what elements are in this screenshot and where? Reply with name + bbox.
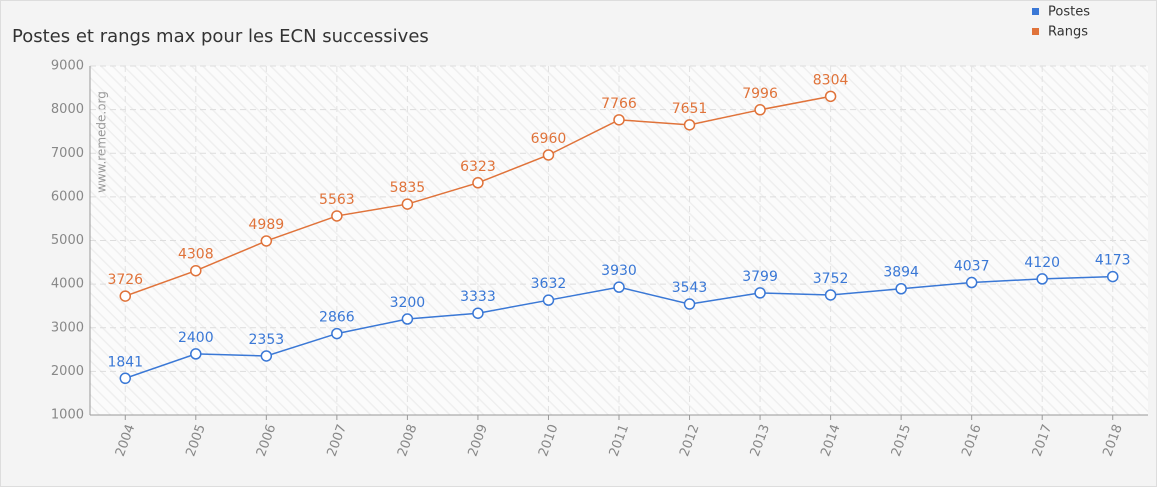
value-label: 7766 [601,96,637,112]
value-label: 3930 [601,263,637,279]
point [472,177,484,189]
watermark: www.remede.org [95,91,109,193]
y-tick-label: 4000 [51,277,84,292]
y-tick-label: 3000 [51,320,84,335]
point [260,235,273,247]
point [754,287,766,299]
point [613,114,625,126]
value-label: 3632 [531,276,567,292]
value-label: 6960 [531,131,567,147]
point [1106,270,1119,283]
value-label: 7651 [672,101,708,117]
value-label: 3333 [460,289,496,305]
value-label: 4173 [1095,253,1131,269]
point [190,264,202,277]
point [683,298,696,310]
y-tick-label: 6000 [51,189,84,204]
point [331,327,343,340]
value-label: 4037 [954,259,990,275]
value-label: 5835 [390,180,426,196]
point [190,348,202,360]
point [260,350,273,362]
value-label: 6323 [460,159,496,175]
value-label: 7996 [742,86,778,102]
value-label: 5563 [319,192,355,208]
y-tick-label: 2000 [51,364,84,379]
y-tick-label: 5000 [51,233,84,248]
value-label: 4308 [178,247,214,263]
y-tick-label: 1000 [51,408,84,423]
chart-title: Postes et rangs max pour les ECN success… [12,26,429,47]
point [119,290,132,302]
value-label: 3200 [390,295,426,311]
y-tick-label: 9000 [51,59,84,74]
point [401,198,414,210]
point [965,276,978,289]
point [824,289,837,301]
value-label: 2353 [249,332,285,348]
legend-label: Rangs [1048,25,1088,40]
point [895,282,907,295]
legend-swatch [1032,28,1039,35]
y-tick-label: 7000 [51,146,84,161]
legend-swatch [1032,8,1039,15]
value-label: 2400 [178,330,214,346]
value-label: 4989 [249,217,285,233]
point [472,307,484,319]
value-label: 3543 [672,280,708,296]
point [542,294,555,306]
point [613,281,625,293]
point [542,149,555,161]
value-label: 3752 [813,271,849,287]
point [1036,273,1048,285]
point [683,119,696,131]
point [119,372,132,385]
point [754,104,766,116]
value-label: 4120 [1024,255,1060,271]
point [401,313,414,325]
value-label: 1841 [107,354,143,370]
point [331,210,343,222]
value-label: 3799 [742,269,778,285]
legend-label: Postes [1048,5,1090,20]
value-label: 2866 [319,310,355,326]
y-tick-label: 8000 [51,102,84,117]
point [824,90,837,103]
value-label: 3726 [107,272,143,288]
value-label: 3894 [883,265,919,281]
value-label: 8304 [813,72,849,88]
